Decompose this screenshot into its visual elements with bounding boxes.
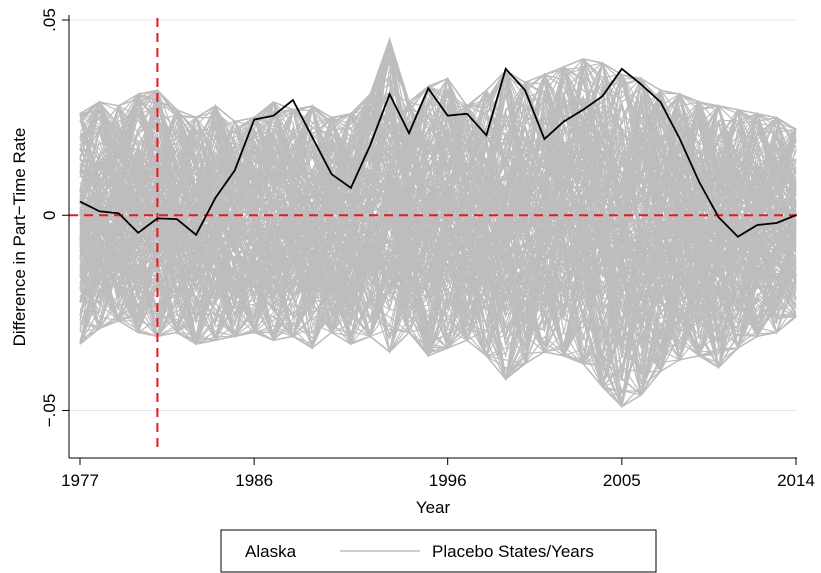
placebo-line bbox=[79, 56, 797, 228]
placebo-line bbox=[79, 215, 797, 377]
placebo-line bbox=[79, 231, 797, 368]
placebo-lines bbox=[79, 37, 797, 409]
placebo-line bbox=[79, 224, 797, 396]
placebo-line bbox=[79, 55, 797, 243]
legend: Alaska Placebo States/Years bbox=[220, 529, 657, 573]
placebo-line bbox=[79, 192, 797, 308]
placebo-line bbox=[79, 227, 797, 360]
x-ticks: 1977 1986 1996 2005 2014 bbox=[61, 458, 815, 490]
placebo-line bbox=[79, 99, 797, 236]
placebo-line bbox=[79, 62, 797, 191]
y-tick-label: 0 bbox=[40, 211, 59, 220]
placebo-envelope-upper bbox=[79, 37, 797, 130]
placebo-line bbox=[79, 78, 797, 213]
placebo-line bbox=[79, 228, 797, 407]
placebo-line bbox=[79, 231, 797, 365]
placebo-line bbox=[79, 84, 797, 231]
placebo-line bbox=[79, 125, 797, 248]
x-tick-label: 1996 bbox=[429, 471, 467, 490]
y-axis-title: Difference in Part−Time Rate bbox=[10, 128, 29, 347]
placebo-line bbox=[79, 148, 797, 291]
placebo-line bbox=[79, 257, 797, 408]
treated-line-group bbox=[79, 66, 797, 238]
placebo-line bbox=[79, 172, 797, 305]
placebo-envelope-lower bbox=[79, 316, 797, 408]
placebo-line bbox=[79, 93, 797, 238]
x-tick-label: 1977 bbox=[61, 471, 99, 490]
legend-label-alaska: Alaska bbox=[245, 542, 297, 561]
placebo-line bbox=[79, 176, 797, 278]
alaska-line bbox=[79, 66, 797, 238]
x-tick-label: 2005 bbox=[603, 471, 641, 490]
y-tick-label: .05 bbox=[40, 8, 59, 32]
x-tick-label: 2014 bbox=[777, 471, 815, 490]
legend-box bbox=[220, 529, 657, 573]
legend-label-placebo: Placebo States/Years bbox=[432, 542, 594, 561]
x-tick-label: 1986 bbox=[235, 471, 273, 490]
x-axis-title: Year bbox=[416, 498, 451, 517]
placebo-line bbox=[79, 39, 797, 204]
reference-lines bbox=[69, 18, 797, 452]
axes bbox=[68, 15, 797, 459]
placebo-line bbox=[79, 220, 797, 380]
y-tick-label: −.05 bbox=[40, 394, 59, 428]
y-ticks: −.05 0 .05 bbox=[40, 8, 69, 427]
